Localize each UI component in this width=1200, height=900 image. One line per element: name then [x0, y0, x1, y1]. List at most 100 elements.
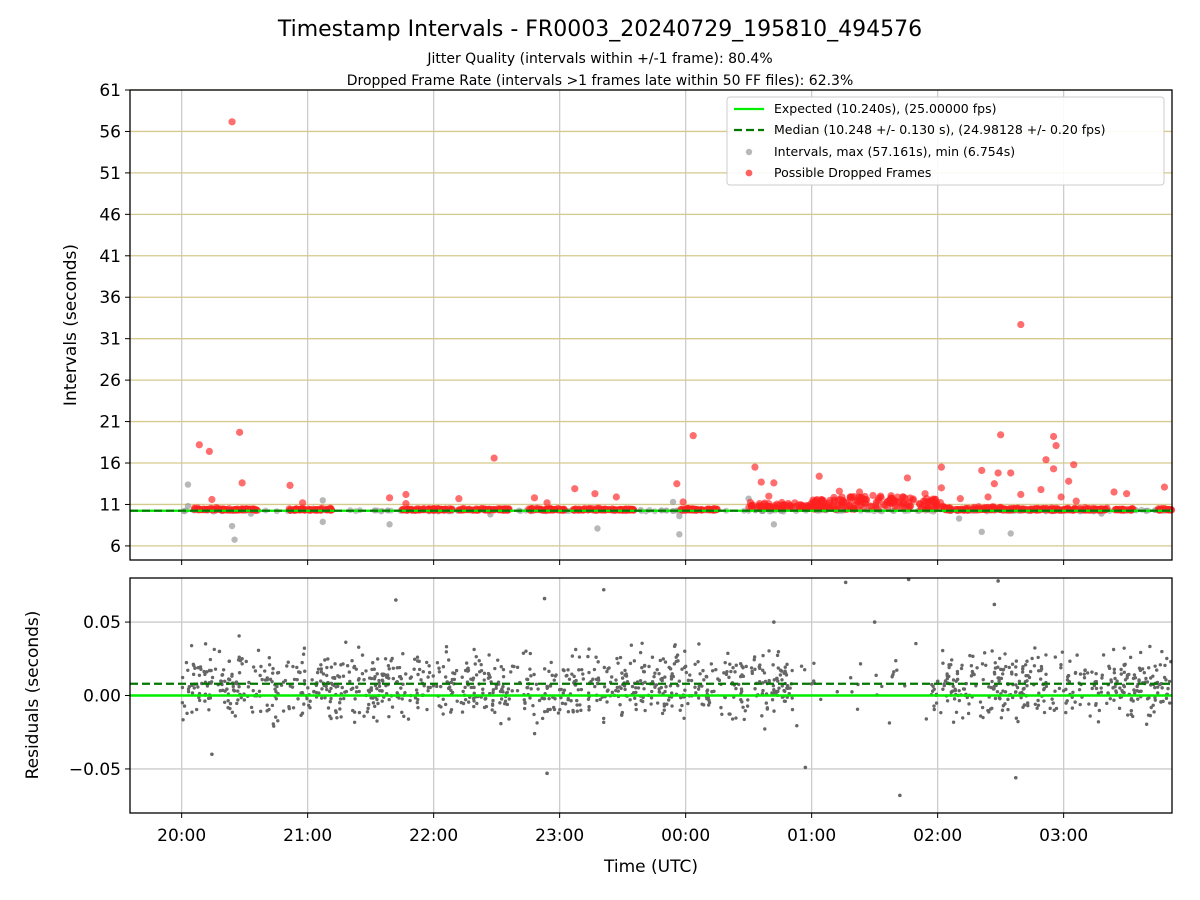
residual-point [992, 670, 997, 675]
residual-point [566, 696, 570, 701]
residual-point [446, 658, 451, 662]
residual-point [422, 684, 426, 688]
residual-point [1014, 672, 1018, 677]
residual-point [892, 670, 896, 674]
residual-point [560, 701, 565, 706]
residual-point [474, 654, 478, 659]
residual-point [696, 660, 700, 664]
residual-point [1050, 697, 1054, 701]
dropped-frame-outlier-40 [1017, 490, 1025, 499]
legend-entry-3: Possible Dropped Frames [774, 165, 931, 180]
residual-point [228, 701, 233, 706]
residual-point [499, 721, 503, 726]
residual-point [493, 710, 497, 715]
residual-point [620, 676, 625, 680]
residual-outlier-13 [772, 620, 776, 624]
residual-point [998, 697, 1002, 701]
residual-point [192, 686, 196, 690]
residual-point [1010, 672, 1014, 676]
residual-point [344, 689, 349, 694]
residual-point [663, 675, 667, 679]
residual-point [455, 699, 459, 703]
dropped-frame-outlier-47 [1065, 477, 1073, 485]
residual-point [662, 708, 666, 712]
dropped-frame-outlier-27 [855, 488, 864, 496]
residual-point [605, 700, 609, 704]
residual-point [741, 705, 745, 709]
residual-point [953, 687, 957, 691]
residual-point [510, 664, 515, 668]
residual-point [812, 679, 816, 683]
x-tick-label-5: 01:00 [787, 826, 836, 846]
residual-point [484, 696, 488, 701]
residual-point [1006, 697, 1010, 702]
dropped-frame-outlier-24 [770, 479, 778, 487]
residual-point [472, 704, 476, 709]
residual-point [466, 666, 470, 670]
residual-point [790, 707, 795, 712]
residual-point [642, 663, 647, 668]
residual-point [203, 642, 208, 646]
residual-point [996, 665, 1000, 669]
residual-point [338, 707, 342, 711]
residual-point [594, 655, 598, 659]
residual-point [303, 669, 307, 673]
residual-point [689, 678, 694, 683]
chart-title: Timestamp Intervals - FR0003_20240729_19… [277, 17, 922, 42]
residual-point [951, 720, 956, 724]
residual-point [990, 679, 994, 684]
dropped-frame-outlier-41 [1037, 485, 1045, 494]
residual-point [209, 680, 214, 684]
residual-point [352, 664, 357, 669]
residual-point [1025, 679, 1029, 683]
residual-point [532, 712, 536, 717]
residual-point [329, 665, 334, 669]
residual-point [980, 705, 985, 710]
residual-point [670, 691, 674, 695]
dropped-frame-outlier-18 [673, 480, 681, 488]
residual-point [966, 711, 971, 716]
dropped-frame-outlier-4 [236, 428, 244, 436]
residual-point [665, 702, 669, 706]
residual-point [471, 676, 476, 680]
residual-point [387, 697, 391, 702]
residual-point [558, 707, 562, 712]
residual-point [327, 689, 332, 694]
residual-point [752, 658, 756, 662]
residual-point [941, 661, 945, 665]
residual-point [1153, 698, 1158, 702]
residual-point [664, 685, 668, 689]
residual-point [709, 662, 714, 666]
residual-point [267, 663, 272, 667]
residual-point [556, 711, 561, 715]
residual-point [970, 669, 975, 674]
residual-point [227, 659, 232, 663]
residual-point [592, 667, 597, 672]
residual-point [1119, 667, 1123, 672]
residual-point [1077, 687, 1082, 692]
residual-point [367, 676, 372, 680]
residual-point [572, 674, 576, 679]
residual-point [460, 710, 465, 714]
residual-point [700, 684, 704, 688]
intervals-panel: 6 11 16 21 26 31 36 41 46 51 56 61 Expected (10.240s… [99, 81, 1176, 565]
residual-point [1065, 699, 1069, 703]
residual-point [276, 719, 280, 723]
residual-point [240, 662, 244, 666]
residual-point [371, 715, 376, 720]
residual-point [1100, 673, 1104, 677]
residual-point [782, 699, 787, 703]
residual-point [550, 673, 554, 678]
residual-point [712, 689, 716, 693]
residual-point [1053, 655, 1058, 659]
residual-point [563, 702, 568, 706]
residual-point [679, 695, 683, 700]
residual-point [267, 656, 272, 660]
residual-point [203, 672, 207, 677]
legend-entry-2: Intervals, max (57.161s), min (6.754s) [774, 144, 1015, 159]
residual-point [494, 686, 498, 690]
residual-point [505, 702, 510, 707]
residual-point [503, 699, 508, 703]
dropped-frame-point [825, 499, 833, 507]
